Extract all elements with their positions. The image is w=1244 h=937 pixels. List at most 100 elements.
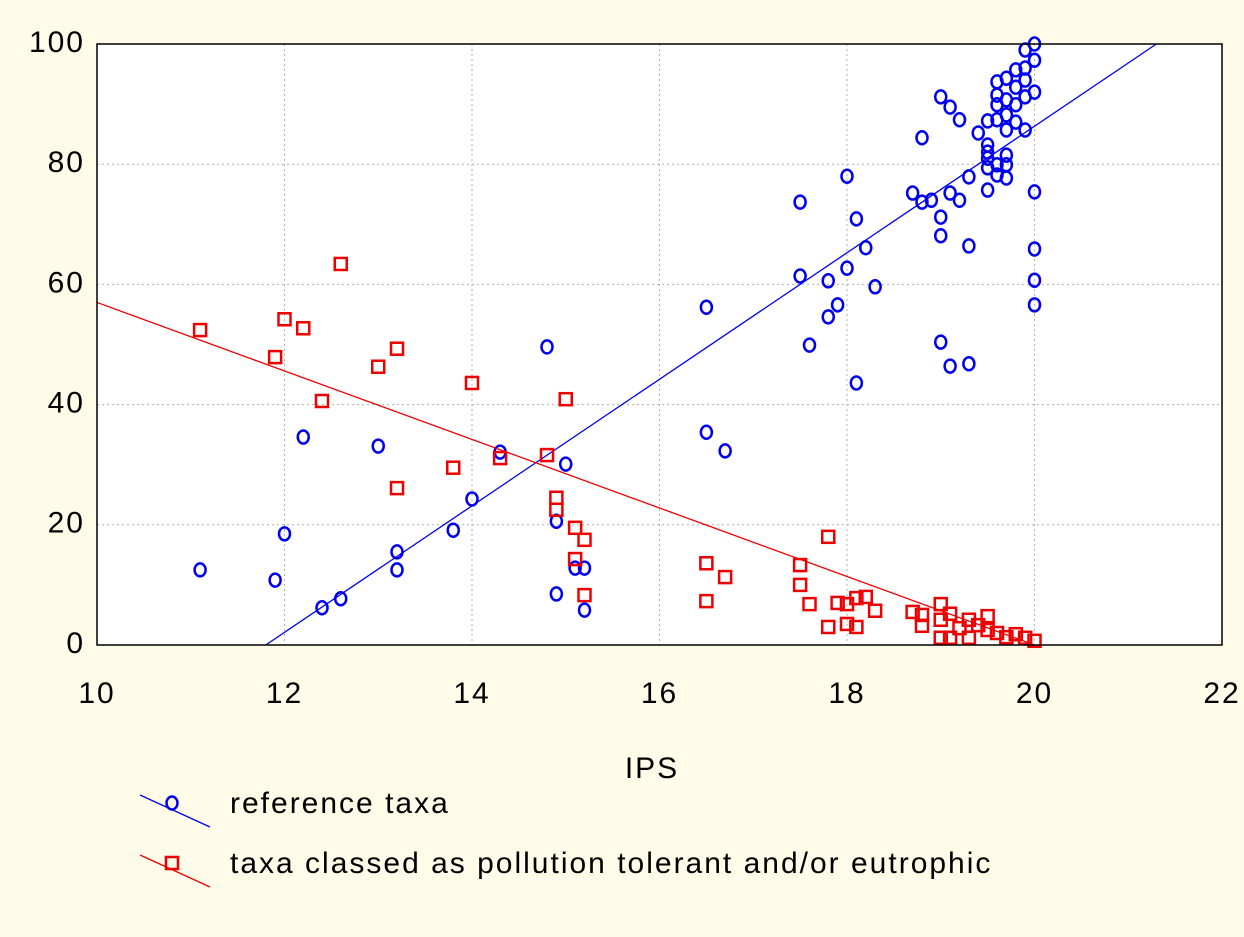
point: [793, 194, 807, 210]
point: [558, 391, 573, 407]
point: [915, 130, 929, 146]
point: [568, 560, 582, 576]
point: [567, 551, 583, 567]
point: [465, 491, 479, 507]
point: [314, 393, 330, 409]
point: [334, 590, 348, 607]
point: [942, 630, 958, 646]
x-tick-label: 14: [453, 677, 490, 710]
point: [464, 375, 480, 391]
point: [1018, 72, 1032, 88]
legend-label: reference taxa: [230, 787, 450, 820]
point: [549, 502, 564, 518]
point: [934, 209, 948, 225]
point: [961, 630, 977, 646]
point: [1009, 96, 1023, 113]
point: [192, 322, 208, 338]
point: [371, 438, 385, 454]
point: [952, 620, 967, 636]
point: [277, 312, 292, 327]
point: [717, 569, 733, 585]
point: [905, 604, 920, 620]
point: [315, 599, 329, 616]
point: [577, 602, 592, 618]
point: [839, 616, 855, 632]
point: [858, 589, 873, 605]
point: [296, 429, 310, 445]
point: [840, 168, 854, 184]
point: [577, 587, 592, 603]
point: [971, 125, 985, 141]
point: [821, 619, 836, 635]
point: [390, 562, 404, 578]
point: [268, 572, 282, 588]
point: [980, 144, 995, 160]
x-tick-label: 20: [1016, 677, 1053, 710]
point: [1027, 297, 1042, 313]
legend-line: [139, 854, 211, 888]
point: [990, 157, 1004, 173]
point: [389, 341, 405, 356]
point: [952, 111, 967, 128]
point: [914, 618, 930, 634]
point: [389, 480, 405, 496]
point: [802, 337, 817, 353]
point: [390, 544, 404, 560]
point: [999, 147, 1014, 163]
point: [989, 625, 1005, 641]
point: [830, 595, 845, 611]
point: [942, 606, 958, 621]
point: [277, 526, 292, 542]
x-tick-label: 12: [266, 677, 303, 710]
point: [1008, 626, 1023, 642]
point: [567, 520, 583, 536]
point: [924, 192, 939, 209]
x-tick-label: 16: [641, 677, 678, 710]
y-tick-label: 60: [48, 266, 85, 299]
point: [830, 297, 845, 313]
point: [1009, 62, 1023, 78]
point: [999, 70, 1014, 87]
point: [718, 443, 732, 459]
point: [559, 456, 573, 472]
point: [933, 630, 948, 646]
point: [792, 557, 808, 573]
legend-marker: [165, 795, 179, 811]
point: [371, 359, 386, 374]
point: [980, 182, 995, 198]
point: [492, 450, 508, 466]
legend-line: [139, 794, 211, 828]
point: [1027, 52, 1042, 68]
point: [943, 358, 957, 374]
y-tick-label: 100: [29, 26, 85, 59]
point: [915, 194, 929, 210]
point: [267, 349, 283, 365]
point: [962, 355, 976, 372]
point: [1027, 184, 1042, 200]
point: [980, 150, 995, 166]
point: [333, 256, 348, 272]
point: [577, 560, 592, 576]
trend-line: [265, 43, 1157, 646]
point: [962, 238, 976, 254]
point: [1027, 84, 1042, 100]
point: [1027, 241, 1042, 257]
point: [934, 334, 948, 350]
point: [849, 590, 864, 606]
point: [699, 593, 714, 609]
point: [934, 227, 948, 244]
point: [1017, 630, 1033, 646]
plot-frame: [96, 43, 1223, 646]
point: [933, 596, 948, 612]
point: [905, 185, 920, 201]
point: [699, 556, 714, 571]
x-tick-label: 10: [78, 677, 115, 710]
point: [792, 577, 808, 593]
x-tick-label: 22: [1203, 677, 1240, 710]
point: [980, 113, 995, 129]
point: [962, 169, 976, 185]
point: [999, 107, 1014, 123]
point: [821, 273, 835, 289]
point: [859, 239, 873, 256]
point: [446, 460, 461, 475]
